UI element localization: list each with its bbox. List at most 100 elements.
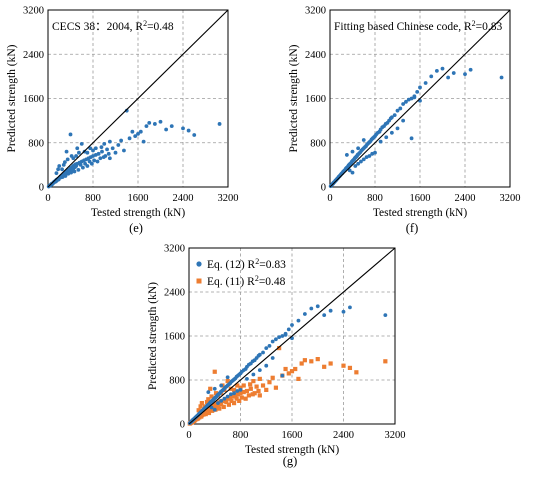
data-point [85,150,90,155]
data-point [103,154,108,158]
legend-label: Eq. (11) R2=0.48 [207,274,286,289]
data-point [144,124,149,129]
data-point [208,386,213,391]
data-point [341,309,346,314]
data-point [370,151,375,156]
data-point [395,108,400,113]
reference-line [329,9,511,188]
data-point [61,162,66,167]
x-tick-label: 3200 [385,430,406,441]
data-point [277,346,282,351]
y-tick-label: 800 [169,376,185,387]
data-point [350,170,355,175]
data-point [350,149,355,154]
data-point [309,359,314,364]
data-point [164,127,169,132]
data-point [136,132,140,136]
data-point [248,382,253,387]
data-point [238,385,243,390]
data-point [315,304,320,309]
y-tick-label: 800 [310,138,326,149]
data-point [74,154,79,158]
data-point [315,357,320,362]
data-point [141,139,146,144]
data-point [398,106,403,111]
data-point [106,151,111,156]
y-axis-title: Predicted strength (kN) [288,44,300,152]
data-point [65,157,70,162]
data-point [99,145,104,150]
data-point [322,313,327,317]
data-point [95,159,100,164]
data-point [244,388,250,394]
annotation-text: Fitting based Chinese code, R2=0.83 [334,19,503,34]
data-point [364,155,369,160]
data-point [264,346,269,350]
data-point [267,344,272,348]
x-tick-label: 3200 [218,193,239,204]
y-axis-title: Predicted strength (kN) [147,282,159,390]
y-tick-label: 2400 [305,50,326,61]
data-point [274,337,278,342]
data-point [245,377,249,381]
y-tick-label: 2400 [23,50,44,61]
data-point [235,392,241,397]
data-point [251,379,256,384]
data-point [226,402,232,407]
y-tick-label: 1600 [23,94,44,105]
data-point [353,164,358,168]
data-point [204,399,210,405]
x-tick-label: 2400 [455,193,476,204]
data-point [225,396,230,401]
data-point [283,366,288,372]
data-point [100,149,104,154]
data-point [233,393,238,398]
x-tick-label: 3200 [500,193,521,204]
data-point [217,406,222,411]
data-point [235,383,240,388]
x-axis-title: Tested strength (kN) [91,207,186,219]
data-point [286,327,291,332]
data-point [270,339,275,344]
x-tick-label: 0 [186,430,191,441]
data-point [264,387,269,392]
data-point [80,165,85,170]
data-point [124,108,129,113]
data-point [98,156,103,161]
data-point [392,113,397,117]
plot-frame [188,247,396,425]
data-point [213,391,219,396]
data-point [409,136,414,141]
data-point [92,158,97,163]
data-point [273,385,279,390]
x-tick-label: 800 [367,193,383,204]
data-point [254,384,259,389]
y-tick-label: 3200 [23,6,44,17]
data-point [395,126,400,131]
data-point [260,383,266,388]
data-point [225,379,230,384]
data-point [212,407,217,412]
data-point [451,71,456,75]
y-tick-label: 2400 [164,288,185,299]
data-point [222,396,227,401]
legend-label: Eq. (12) R2=0.83 [207,257,286,272]
data-point [361,138,366,142]
data-point [152,122,157,126]
x-tick-label: 1600 [128,193,149,204]
data-point [289,369,295,374]
annotation-text: CECS 38：2004, R2=0.48 [52,19,174,34]
data-point [212,369,217,374]
data-point [412,95,417,100]
data-point [270,375,275,380]
data-point [429,74,434,79]
x-tick-label: 0 [327,193,332,204]
data-point [225,375,230,380]
data-point [361,157,366,162]
data-point [232,391,236,396]
data-point [440,66,445,71]
data-point [241,390,246,395]
data-point [238,388,243,392]
chart-panel-1: 0 800 1600 2400 3200 0 800 1600 2400 3200 Tested s… [288,6,521,236]
data-point [280,334,285,338]
